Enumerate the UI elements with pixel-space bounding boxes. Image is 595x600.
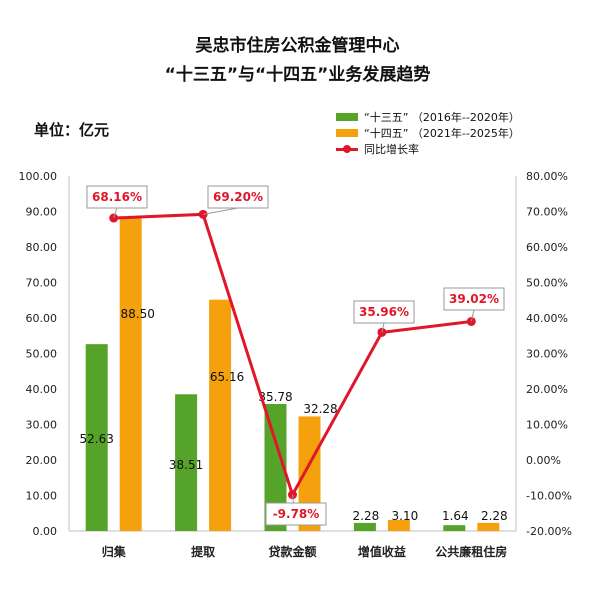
- rate-callout-label: 69.20%: [213, 190, 263, 204]
- y-tick-label-right: -10.00%: [526, 490, 572, 503]
- bar-series-2: [387, 519, 410, 531]
- legend-item-growth-rate: 同比增长率: [336, 141, 520, 157]
- rate-callout-label: 35.96%: [359, 305, 409, 319]
- chart-title-line-2: “十三五”与“十四五”业务发展趋势: [164, 65, 431, 85]
- rate-callout-leader: [470, 309, 475, 322]
- y-tick-label-left: 30.00: [26, 419, 58, 432]
- bar-value-label-series-1: 38.51: [169, 458, 203, 472]
- y-tick-label-left: 20.00: [26, 454, 58, 467]
- y-tick-label-right: 10.00%: [526, 419, 568, 432]
- bar-value-label-series-2: 2.28: [481, 509, 508, 523]
- bar-value-label-series-2: 3.10: [392, 509, 419, 523]
- rate-callout-box: [86, 185, 148, 209]
- y-tick-label-left: 80.00: [26, 241, 58, 254]
- rate-callout-box: [265, 502, 327, 526]
- legend-label-growth-rate: 同比增长率: [364, 143, 419, 156]
- y-tick-label-left: 50.00: [26, 348, 58, 361]
- x-tick-label: 归集: [102, 544, 127, 559]
- bar-value-label-series-1: 35.78: [258, 390, 292, 404]
- bar-series-2: [119, 216, 142, 531]
- chart-legend: “十三五” （2016年--2020年） “十四五” （2021年--2025年…: [336, 109, 520, 157]
- legend-line-growth-rate: [336, 144, 358, 153]
- bar-series-1: [85, 344, 108, 531]
- x-tick-label: 提取: [191, 544, 215, 559]
- rate-callout-label: 39.02%: [449, 292, 499, 306]
- y-tick-label-left: 40.00: [26, 383, 58, 396]
- bar-value-label-series-2: 65.16: [210, 370, 244, 384]
- x-tick-label: 增值收益: [358, 544, 406, 559]
- y-tick-label-right: 40.00%: [526, 312, 568, 325]
- x-tick-label: 公共廉租住房: [435, 544, 507, 559]
- y-tick-label-left: 60.00: [26, 312, 58, 325]
- growth-rate-line: [113, 212, 472, 499]
- legend-item-series-a: “十三五” （2016年--2020年）: [336, 109, 520, 125]
- y-tick-label-right: 20.00%: [526, 383, 568, 396]
- bar-series-1: [443, 525, 466, 531]
- bar-value-label-series-1: 2.28: [353, 509, 380, 523]
- legend-label-series-b: “十四五” （2021年--2025年）: [364, 127, 520, 140]
- y-tick-label-right: -20.00%: [526, 525, 572, 538]
- legend-label-series-a: “十三五” （2016年--2020年）: [364, 111, 520, 124]
- rate-callout-label: -9.78%: [273, 507, 320, 521]
- y-tick-label-left: 70.00: [26, 277, 58, 290]
- y-tick-label-left: 100.00: [19, 170, 58, 183]
- rate-callout-label: 68.16%: [92, 190, 142, 204]
- bar-series-2: [298, 416, 321, 531]
- y-tick-label-left: 10.00: [26, 490, 58, 503]
- bar-value-label-series-1: 52.63: [80, 432, 114, 446]
- legend-swatch-series-b: [336, 129, 358, 137]
- bar-value-label-series-2: 32.28: [303, 402, 337, 416]
- rate-callout-leader: [203, 207, 239, 215]
- rate-callout-leader: [113, 207, 118, 219]
- chart-title-line-1: 吴忠市住房公积金管理中心: [195, 36, 400, 56]
- legend-item-series-b: “十四五” （2021年--2025年）: [336, 125, 520, 141]
- bar-value-label-series-2: 88.50: [121, 307, 155, 321]
- y-tick-label-right: 0.00%: [526, 454, 561, 467]
- y-tick-label-right: 50.00%: [526, 277, 568, 290]
- unit-label: 单位：亿元: [34, 121, 110, 139]
- bar-series-1: [264, 403, 287, 531]
- bar-series-2: [477, 522, 500, 531]
- bar-series-2: [209, 299, 232, 531]
- rate-callout-leader: [381, 322, 385, 333]
- rate-callout-box: [207, 185, 269, 209]
- bar-series-1: [353, 522, 376, 531]
- legend-swatch-series-a: [336, 113, 358, 121]
- y-tick-label-right: 60.00%: [526, 241, 568, 254]
- bar-series-1: [175, 394, 198, 531]
- y-tick-label-left: 0.00: [33, 525, 58, 538]
- rate-callout-box: [443, 287, 505, 311]
- x-tick-label: 贷款金额: [268, 544, 316, 559]
- y-tick-label-right: 70.00%: [526, 206, 568, 219]
- y-tick-label-right: 80.00%: [526, 170, 568, 183]
- y-tick-label-right: 30.00%: [526, 348, 568, 361]
- bar-value-label-series-1: 1.64: [442, 509, 469, 523]
- y-tick-label-left: 90.00: [26, 206, 58, 219]
- rate-callout-box: [353, 300, 415, 324]
